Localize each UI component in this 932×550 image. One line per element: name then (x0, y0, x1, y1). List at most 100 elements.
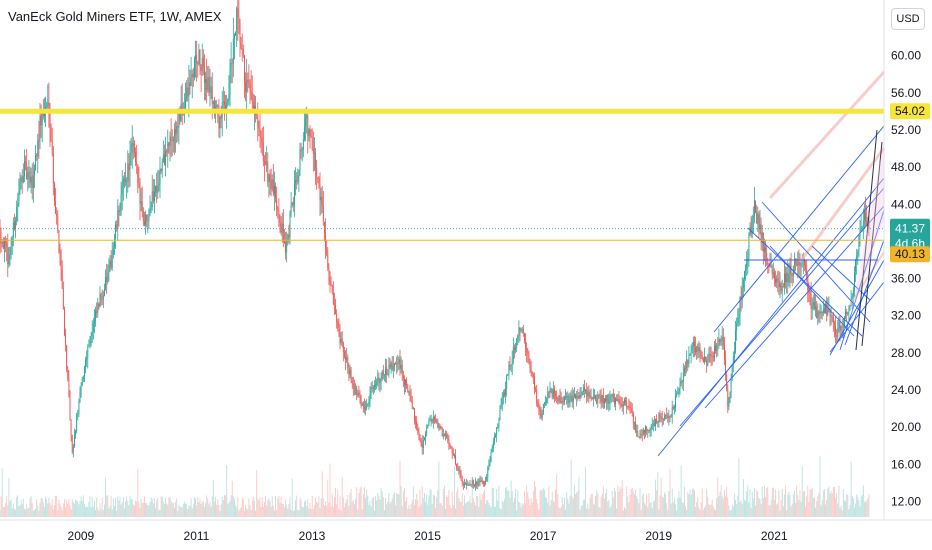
volume-bar (776, 504, 778, 517)
candle-body (593, 395, 595, 397)
candle-body (647, 429, 649, 432)
volume-bar (593, 504, 595, 517)
candle-body (748, 235, 750, 259)
volume-bar (662, 497, 664, 517)
candle-body (289, 213, 291, 238)
candle-body (741, 287, 743, 301)
volume-bar (61, 510, 63, 517)
volume-bar (62, 503, 64, 517)
trend-line[interactable] (769, 245, 855, 337)
candle-body (6, 242, 8, 247)
trend-line[interactable] (861, 141, 883, 347)
trend-line[interactable] (747, 227, 863, 337)
volume-bar (499, 508, 501, 517)
volume-bar (221, 496, 223, 517)
candle-body (215, 106, 217, 109)
volume-bar (142, 502, 144, 517)
trend-line[interactable] (811, 245, 871, 301)
candle-body (760, 224, 762, 243)
trend-line[interactable] (768, 70, 886, 200)
volume-bar (420, 504, 422, 517)
trend-line[interactable] (761, 201, 871, 323)
volume-bar (489, 505, 491, 517)
volume-bar (101, 497, 103, 517)
candle-body (649, 429, 651, 432)
candle-body (483, 483, 485, 485)
trend-line[interactable] (798, 147, 886, 263)
candle-body (293, 182, 295, 206)
volume-bar (326, 505, 328, 517)
volume-bar (303, 501, 305, 517)
volume-bar (616, 508, 618, 517)
candle-body (331, 284, 333, 293)
trend-line[interactable] (679, 187, 885, 427)
price-axis[interactable]: 12.0016.0020.0024.0028.0032.0036.0044.00… (891, 12, 921, 509)
volume-bar (97, 507, 99, 517)
volume-bar (198, 502, 200, 517)
volume-bar (451, 491, 453, 517)
candle-body (309, 129, 311, 134)
candle-body (113, 238, 115, 248)
volume-bar (152, 503, 154, 517)
volume-bar (216, 504, 218, 517)
candle-body (246, 79, 248, 92)
candle-body (628, 406, 630, 408)
trend-line[interactable] (829, 259, 885, 356)
volume-bar (720, 485, 722, 517)
trend-line[interactable] (657, 177, 885, 457)
volume-bar (286, 504, 288, 517)
candle-body (558, 395, 560, 402)
candle-body (767, 258, 769, 264)
volume-bar (428, 495, 430, 517)
candle-body (831, 315, 833, 317)
trend-line-drawings[interactable] (657, 70, 886, 457)
volume-bar (491, 487, 493, 517)
candle-body (602, 395, 604, 404)
candle-body (127, 163, 129, 182)
candle-body (151, 191, 153, 208)
trend-line[interactable] (844, 239, 885, 346)
candle-body (620, 403, 622, 405)
volume-bar (365, 497, 367, 517)
time-tick-label: 2015 (414, 529, 441, 543)
candle-body (243, 55, 245, 82)
candle-body (510, 365, 512, 367)
candle-body (85, 359, 87, 368)
candle-body (122, 178, 124, 186)
candle-body (337, 321, 339, 328)
volume-bar (527, 492, 529, 517)
candle-body (188, 82, 190, 97)
currency-button[interactable]: USD (891, 8, 925, 30)
candle-body (851, 296, 853, 300)
candle-body (313, 153, 315, 154)
volume-bar (657, 472, 659, 517)
time-axis[interactable]: 2009 2011 2013 2015 2017 2019 2021 (68, 529, 788, 543)
horizontal-levels[interactable] (0, 108, 884, 241)
candle-body (8, 255, 10, 265)
volume-bar (583, 499, 585, 517)
volume-bar (820, 505, 822, 517)
candle-body (756, 212, 758, 224)
trend-line[interactable] (829, 281, 885, 353)
trend-line[interactable] (839, 209, 885, 351)
trend-line[interactable] (849, 251, 885, 306)
candle-body (695, 347, 697, 353)
volume-bar (487, 500, 489, 517)
candle-body (542, 403, 544, 414)
candle-body (777, 278, 779, 282)
candle-body (335, 305, 337, 314)
volume-bar (461, 493, 463, 517)
volume-bar (568, 503, 570, 517)
candle-body (128, 163, 130, 170)
volume-bar (256, 469, 258, 517)
candle-body (726, 374, 728, 390)
volume-bar (767, 486, 769, 517)
candle-body (656, 418, 658, 423)
volume-bar (607, 501, 609, 517)
candle-body (680, 380, 682, 384)
trend-line[interactable] (704, 205, 885, 409)
candle-body (351, 378, 353, 384)
candle-body (40, 115, 42, 126)
volume-bar (148, 505, 150, 517)
